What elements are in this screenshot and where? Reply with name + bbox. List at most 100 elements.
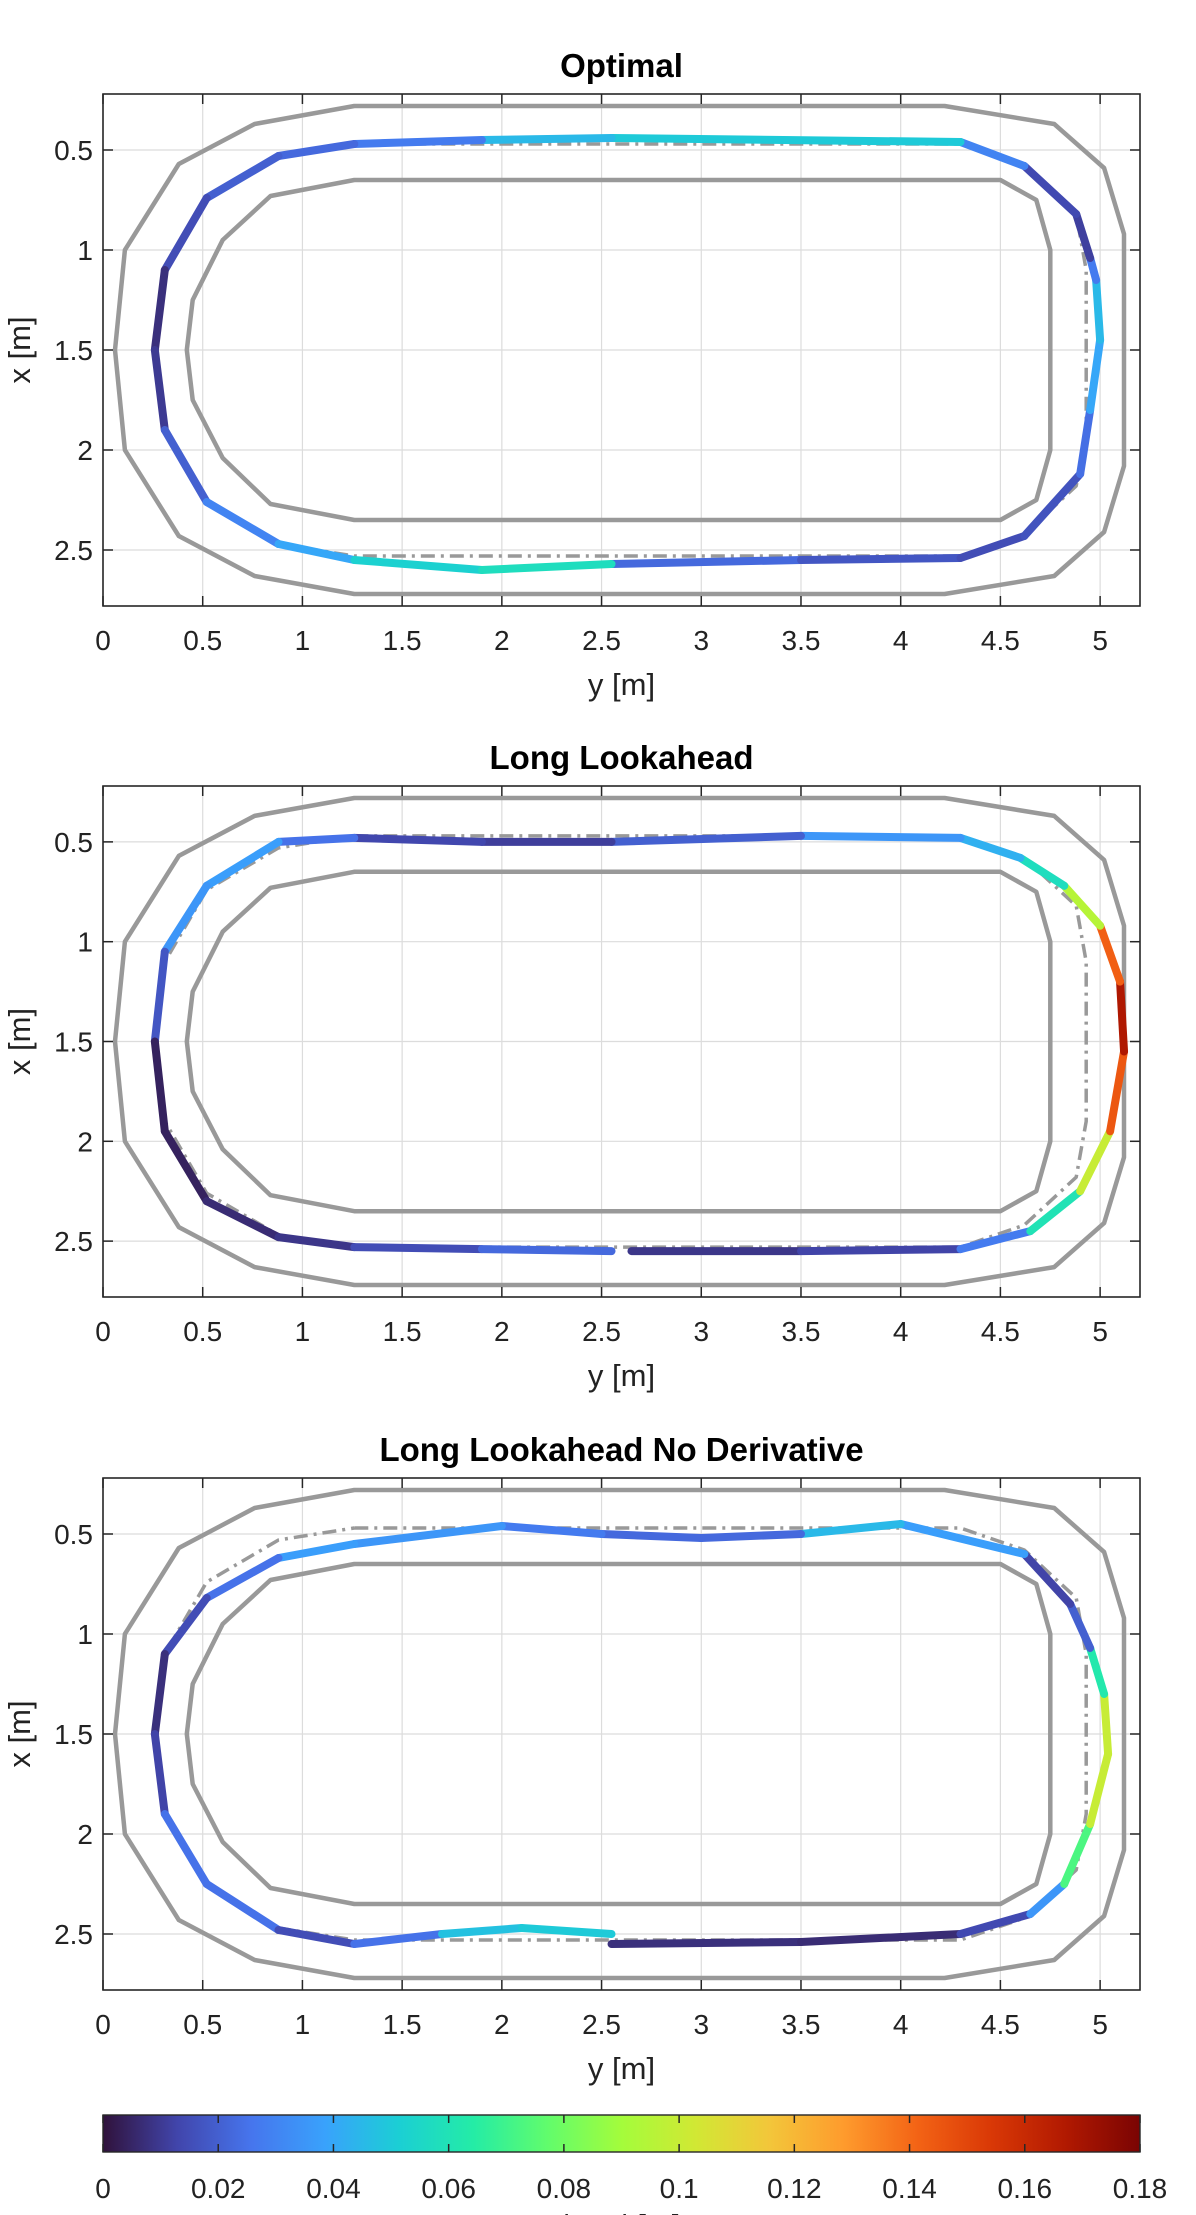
x-tick-label: 2 — [494, 2009, 510, 2040]
x-tick-label: 0 — [95, 1316, 111, 1347]
trajectory-segment — [350, 136, 486, 148]
trajectory-segment — [150, 1037, 169, 1136]
trajectory-segment — [1100, 1690, 1113, 1758]
trajectory-segment — [160, 1127, 211, 1206]
x-tick-label: 0.5 — [183, 2009, 222, 2040]
trajectory-segment — [477, 1245, 616, 1256]
trajectory-segment — [896, 1520, 1029, 1558]
trajectory-segment — [274, 140, 359, 160]
x-tick-label: 1.5 — [383, 1316, 422, 1347]
trajectory-segment — [1116, 977, 1129, 1056]
colorbar-tick-label: 0.04 — [306, 2173, 361, 2204]
colorbar-tick-label: 0.06 — [421, 2173, 476, 2204]
y-tick-label: 0.5 — [54, 135, 93, 166]
y-tick-label: 2.5 — [54, 1919, 93, 1950]
trajectory-segment — [160, 194, 211, 274]
x-tick-label: 0 — [95, 2009, 111, 2040]
trajectory-segment — [697, 1530, 805, 1542]
y-tick-label: 1.5 — [54, 1719, 93, 1750]
colorbar-tick-label: 0.1 — [660, 2173, 699, 2204]
trajectory-segment — [517, 1924, 616, 1938]
x-tick-label: 3.5 — [782, 625, 821, 656]
trajectory-segment — [1076, 1127, 1115, 1196]
chart-panel-2: 0 0.5 1 1.5 2 2.5 3 3.5 4 4.5 5 0.5 1 1.5 2 2.5 Long Loo… — [2, 739, 1141, 1393]
trajectory-segment — [150, 1730, 169, 1818]
x-tick-label: 4.5 — [981, 625, 1020, 656]
trajectory-segment — [350, 556, 486, 574]
trajectory-segment — [956, 1910, 1035, 1938]
trajectory-segment — [956, 1227, 1035, 1254]
trajectory-segment — [607, 1938, 805, 1948]
x-tick-label: 2.5 — [582, 2009, 621, 2040]
trajectory-segment — [497, 1522, 606, 1538]
x-tick-label: 4 — [893, 1316, 909, 1347]
trajectory-segment — [607, 134, 965, 146]
trajectory-segment — [274, 1540, 359, 1562]
x-tick-label: 2.5 — [582, 1316, 621, 1347]
trajectory-segment — [150, 947, 169, 1046]
x-tick-label: 3 — [693, 625, 709, 656]
trajectory-segment — [202, 152, 283, 202]
trajectory-segment — [160, 1810, 211, 1888]
trajectory-segment — [150, 266, 169, 354]
chart-title: Optimal — [560, 47, 683, 84]
y-tick-label: 1.5 — [54, 335, 93, 366]
trajectory-segment — [1106, 1047, 1129, 1136]
x-tick-label: 2 — [494, 1316, 510, 1347]
chart-title: Long Lookahead No Derivative — [379, 1431, 863, 1468]
colorbar-tick-label: 0.02 — [191, 2173, 246, 2204]
trajectory-segment — [1076, 406, 1095, 478]
x-axis-label: y [m] — [588, 1358, 655, 1393]
colorbar-tick-label: 0.14 — [882, 2173, 937, 2204]
y-tick-label: 1 — [77, 1619, 93, 1650]
trajectory-segment — [1026, 1880, 1069, 1918]
trajectory-segment — [274, 1233, 359, 1252]
trajectory-segment — [150, 1650, 169, 1738]
trajectory-segment — [956, 532, 1029, 562]
y-tick-label: 2 — [77, 1126, 93, 1157]
trajectory-segment — [1066, 1600, 1095, 1652]
trajectory-segment — [160, 881, 211, 956]
colorbar-tick-label: 0 — [95, 2173, 111, 2204]
trajectory-segment — [1096, 921, 1125, 986]
chart-panel-3: 0 0.5 1 1.5 2 2.5 3 3.5 4 4.5 5 0.5 1 1.5 2 2.5 Long Loo… — [2, 1431, 1141, 2086]
y-axis-label: x [m] — [2, 1008, 37, 1075]
trajectory-segment — [956, 833, 1025, 862]
colorbar-tick-label: 0.08 — [537, 2173, 592, 2204]
trajectory-segment — [202, 1880, 283, 1934]
x-tick-label: 3 — [693, 2009, 709, 2040]
x-tick-label: 1 — [295, 2009, 311, 2040]
colorbar: 0 0.02 0.04 0.06 0.08 0.1 0.12 0.14 0.16 0.18 |e_x… — [95, 2114, 1167, 2215]
series-trajectory — [150, 831, 1129, 1256]
x-tick-label: 4.5 — [981, 2009, 1020, 2040]
y-tick-label: 1 — [77, 235, 93, 266]
chart-title: Long Lookahead — [490, 739, 754, 776]
trajectory-segment — [1092, 276, 1105, 344]
trajectory-segment — [1026, 1187, 1085, 1236]
x-tick-label: 1.5 — [383, 2009, 422, 2040]
trajectory-segment — [477, 560, 616, 574]
trajectory-segment — [1020, 162, 1081, 218]
x-tick-label: 5 — [1092, 2009, 1108, 2040]
x-tick-label: 5 — [1092, 1316, 1108, 1347]
trajectory-segment — [438, 1924, 526, 1938]
chart-panel-1: 0 0.5 1 1.5 2 2.5 3 3.5 4 4.5 5 0.5 1 1.5 2 2.5 Optimal y… — [2, 47, 1141, 702]
x-axis-label: y [m] — [588, 667, 655, 702]
trajectory-segment — [1016, 853, 1069, 890]
x-tick-label: 3.5 — [782, 1316, 821, 1347]
x-tick-label: 2 — [494, 625, 510, 656]
trajectory-segment — [1060, 1820, 1095, 1888]
trajectory-segment — [202, 837, 283, 890]
trajectory-segment — [796, 554, 965, 564]
trajectory-segment — [202, 498, 283, 548]
x-tick-label: 4.5 — [981, 1316, 1020, 1347]
x-tick-label: 0.5 — [183, 625, 222, 656]
trajectory-segment — [796, 1520, 905, 1538]
x-tick-label: 3.5 — [782, 2009, 821, 2040]
colorbar-gradient — [102, 2114, 1141, 2153]
y-tick-label: 2.5 — [54, 535, 93, 566]
series-track-inner-boundary — [184, 1561, 1053, 1907]
x-tick-label: 1.5 — [383, 625, 422, 656]
trajectory-segment — [607, 831, 805, 846]
